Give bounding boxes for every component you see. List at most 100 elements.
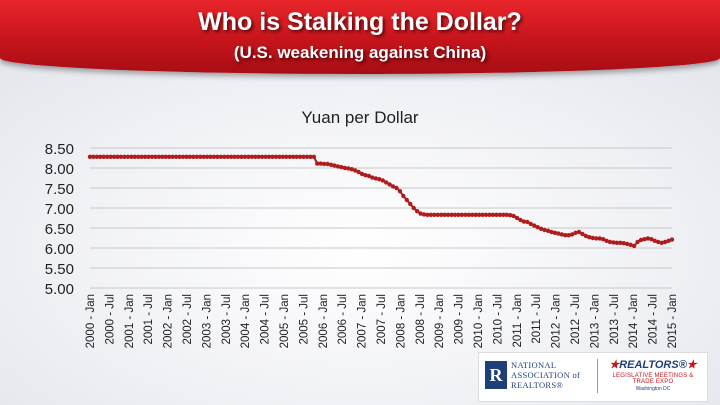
- data-point: [459, 212, 465, 217]
- y-tick-label: 5.00: [45, 281, 74, 298]
- data-point: [142, 154, 148, 159]
- data-point: [108, 154, 113, 159]
- data-point: [404, 197, 410, 203]
- y-tick-label: 8.50: [45, 141, 74, 158]
- data-point: [328, 162, 334, 167]
- x-tick-label: 2000 - Jan: [85, 294, 97, 348]
- data-point: [573, 230, 578, 235]
- data-point: [156, 154, 162, 159]
- data-point: [521, 219, 527, 224]
- data-point: [366, 173, 372, 179]
- data-point: [222, 154, 227, 159]
- data-point: [229, 154, 234, 159]
- data-point: [339, 165, 344, 170]
- x-tick-label: 2015 - Jan: [667, 294, 679, 348]
- data-point: [428, 212, 434, 217]
- data-point: [497, 212, 503, 217]
- data-point: [566, 233, 571, 238]
- data-point: [342, 165, 348, 171]
- data-point: [325, 161, 330, 167]
- x-tick-label: 2003 - Jul: [221, 294, 233, 345]
- data-point: [669, 237, 675, 242]
- data-point: [208, 154, 213, 159]
- x-tick-label: 2000 - Jul: [104, 294, 116, 345]
- meeting-sub: Washington DC: [635, 386, 671, 392]
- data-point: [576, 229, 582, 235]
- data-point: [129, 154, 134, 159]
- star-icon: ★: [686, 359, 697, 371]
- data-point: [511, 213, 516, 219]
- data-point: [452, 212, 458, 217]
- data-point: [449, 212, 454, 217]
- data-point: [390, 184, 396, 189]
- data-point: [101, 154, 106, 159]
- chart-title: Yuan per Dollar: [301, 108, 419, 127]
- x-tick-label: 2006 - Jan: [318, 294, 330, 348]
- data-point: [249, 154, 255, 159]
- data-point: [494, 212, 499, 217]
- data-point: [91, 154, 96, 159]
- data-point: [335, 164, 341, 169]
- data-point: [439, 212, 444, 217]
- data-point: [311, 154, 317, 159]
- series-line: [90, 155, 673, 248]
- x-tick-label: 2002 - Jan: [163, 294, 175, 348]
- data-point: [332, 163, 337, 168]
- data-point: [397, 189, 403, 194]
- data-point: [483, 212, 489, 217]
- data-point: [401, 193, 406, 199]
- data-point: [645, 236, 651, 241]
- data-point: [638, 237, 644, 243]
- data-point: [160, 154, 165, 159]
- data-point: [552, 230, 558, 235]
- data-point: [191, 154, 196, 159]
- data-point: [594, 236, 599, 241]
- data-point: [652, 238, 657, 243]
- data-point: [418, 211, 423, 216]
- data-point: [580, 231, 585, 237]
- data-point: [118, 154, 124, 159]
- data-point: [321, 161, 327, 167]
- data-point: [167, 154, 172, 159]
- data-point: [139, 154, 144, 159]
- y-tick-label: 7.50: [45, 181, 74, 198]
- data-point: [559, 232, 564, 237]
- x-tick-label: 2003 - Jan: [201, 294, 213, 348]
- x-tick-label: 2001 - Jul: [143, 294, 155, 345]
- data-point: [518, 217, 523, 223]
- data-point: [666, 238, 671, 243]
- data-point: [528, 221, 533, 227]
- data-point: [363, 173, 368, 178]
- data-point: [146, 154, 151, 159]
- data-point: [466, 212, 472, 217]
- data-point: [432, 212, 437, 217]
- data-point: [277, 154, 282, 159]
- data-point: [180, 154, 186, 159]
- data-point: [501, 212, 506, 217]
- x-tick-label: 2012 - Jul: [570, 294, 582, 345]
- data-point: [662, 239, 668, 245]
- data-point: [184, 154, 189, 159]
- data-point: [149, 154, 155, 159]
- data-point: [628, 242, 633, 247]
- data-point: [611, 240, 616, 245]
- data-point: [642, 237, 647, 242]
- data-point: [387, 182, 392, 187]
- data-point: [125, 154, 131, 159]
- data-point: [318, 161, 323, 166]
- data-point: [105, 154, 110, 159]
- data-point: [259, 154, 265, 159]
- x-tick-label: 2009 - Jan: [434, 294, 446, 348]
- data-point: [394, 185, 399, 191]
- data-point: [359, 171, 365, 177]
- data-point: [507, 213, 513, 218]
- x-tick-label: 2004 - Jul: [260, 294, 272, 345]
- data-point: [253, 154, 258, 159]
- data-point: [235, 154, 241, 159]
- data-point: [597, 236, 602, 241]
- data-point: [463, 212, 468, 217]
- data-point: [346, 166, 351, 171]
- data-point: [239, 154, 244, 159]
- data-point: [297, 154, 303, 159]
- data-point: [421, 212, 427, 217]
